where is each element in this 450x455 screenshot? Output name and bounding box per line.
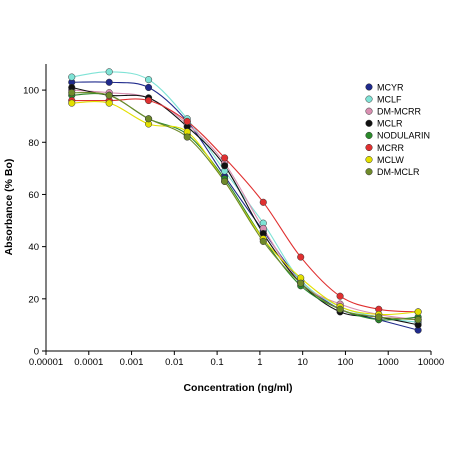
x-tick-label: 0.01	[165, 357, 184, 368]
legend-marker	[365, 95, 373, 103]
fit-curve-dm-mclr	[71, 91, 419, 321]
x-tick-label: 0.0001	[74, 357, 103, 368]
x-tick-label: 0.1	[211, 357, 224, 368]
data-point-mcrr	[259, 198, 267, 206]
tick-marks: 0.00001 0.0001 0.001 0.01 0.1 1 10 100 1000 10000…	[23, 86, 444, 368]
legend-marker	[365, 131, 373, 139]
legend-label: MCLF	[377, 94, 402, 104]
data-point-mclw	[68, 99, 76, 107]
y-tick-label: 100	[23, 86, 39, 97]
y-tick-label: 60	[28, 190, 39, 201]
x-tick-label: 0.00001	[29, 357, 63, 368]
fit-curve-nodularin	[71, 93, 419, 321]
legend-marker	[365, 119, 373, 127]
data-point-mcrr	[336, 292, 344, 300]
legend-marker	[365, 143, 373, 152]
legend-label: DM-MCRR	[377, 107, 421, 117]
data-point-dm-mclr	[414, 316, 422, 324]
data-point-mcyr	[105, 78, 113, 86]
data-point-dm-mclr	[221, 177, 229, 185]
legend-marker	[365, 83, 373, 91]
y-axis-title: Absorbance (% Bo)	[3, 159, 15, 256]
y-tick-label: 20	[28, 294, 39, 305]
data-point-dm-mclr	[297, 279, 305, 287]
x-tick-label: 0.001	[120, 357, 144, 368]
data-point-dm-mclr	[375, 313, 383, 321]
data-point-mcrr	[297, 253, 305, 261]
data-point-mclr	[221, 162, 229, 170]
x-axis-title: Concentration (ng/ml)	[183, 382, 292, 394]
legend-marker	[365, 107, 373, 115]
legend-label: MCYR	[377, 82, 404, 92]
axes	[45, 64, 431, 352]
x-tick-label: 10	[297, 357, 308, 368]
legend-marker	[365, 156, 373, 164]
legend-label: MCLW	[377, 155, 404, 165]
legend: MCYR MCLF DM-MCRR MCLR NODULARIN MCRR MCLW DM-M…	[365, 82, 430, 177]
data-points	[68, 68, 422, 334]
data-point-dm-mclr	[68, 89, 76, 97]
data-point-dm-mclr	[145, 115, 153, 123]
legend-label: NODULARIN	[377, 131, 430, 141]
data-point-mcrr	[183, 117, 191, 125]
fit-curves	[71, 71, 419, 331]
data-point-mclw	[105, 99, 113, 107]
y-tick-label: 0	[34, 347, 39, 358]
y-tick-label: 80	[28, 138, 39, 149]
fit-curve-mcrr	[71, 98, 419, 313]
legend-label: DM-MCLR	[377, 167, 420, 177]
x-tick-label: 10000	[418, 357, 444, 368]
data-point-mcrr	[145, 96, 153, 105]
data-point-mcrr	[221, 154, 229, 162]
legend-label: MCRR	[377, 143, 404, 153]
x-tick-label: 1000	[378, 357, 399, 368]
data-point-mclf	[105, 68, 113, 76]
legend-marker	[365, 168, 373, 176]
fit-curve-mcyr	[71, 81, 419, 331]
data-point-mclf	[145, 76, 153, 84]
data-point-mclw	[414, 308, 422, 316]
data-point-mcyr	[145, 83, 153, 92]
x-tick-label: 100	[338, 357, 354, 368]
data-point-mclf	[68, 73, 76, 81]
fit-curve-dm-mcrr	[71, 89, 419, 321]
y-tick-label: 40	[28, 242, 39, 253]
data-point-dm-mclr	[105, 91, 113, 99]
data-point-dm-mclr	[259, 237, 267, 245]
x-tick-label: 1	[257, 357, 262, 368]
legend-label: MCLR	[377, 119, 403, 129]
data-point-dm-mclr	[183, 133, 191, 141]
data-point-dm-mclr	[336, 305, 344, 313]
